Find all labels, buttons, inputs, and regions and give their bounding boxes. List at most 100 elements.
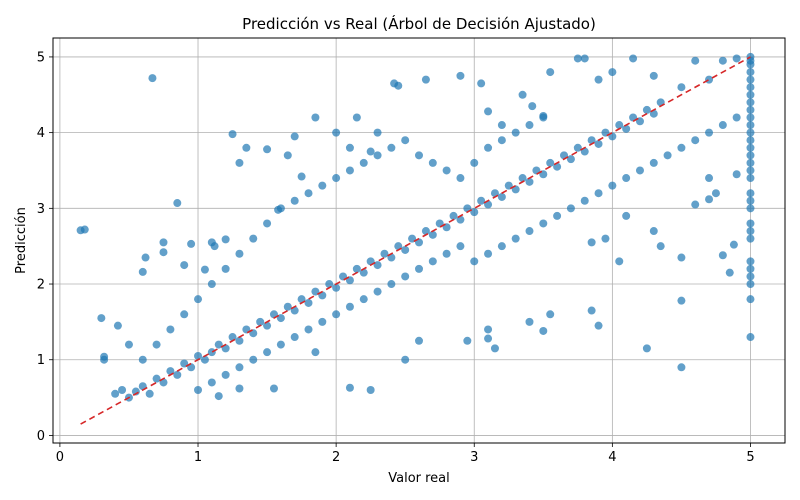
scatter-point: [428, 158, 437, 167]
scatter-point: [228, 130, 237, 139]
scatter-point: [705, 195, 714, 204]
scatter-point: [200, 355, 209, 364]
scatter-point: [732, 54, 741, 63]
scatter-point: [746, 113, 755, 122]
scatter-point: [746, 196, 755, 205]
scatter-point: [401, 355, 410, 364]
scatter-point: [442, 166, 451, 175]
x-tick-label: 0: [56, 450, 64, 465]
scatter-point: [421, 227, 430, 236]
data-points: [76, 52, 755, 402]
scatter-point: [601, 234, 610, 243]
scatter-point: [539, 326, 548, 335]
scatter-point: [746, 128, 755, 137]
scatter-point: [746, 219, 755, 228]
scatter-point: [228, 333, 237, 342]
scatter-point: [518, 90, 527, 99]
scatter-point: [332, 283, 341, 292]
scatter-point: [297, 172, 306, 181]
scatter-point: [677, 296, 686, 305]
scatter-point: [221, 264, 230, 273]
scatter-point: [159, 238, 168, 247]
scatter-point: [415, 336, 423, 345]
scatter-point: [594, 321, 603, 330]
scatter-point: [608, 181, 617, 190]
scatter-point: [145, 389, 154, 398]
scatter-point: [615, 257, 624, 266]
scatter-point: [477, 79, 486, 88]
x-tick-label: 1: [194, 450, 202, 465]
scatter-point: [263, 348, 272, 357]
scatter-point: [490, 344, 499, 353]
scatter-point: [235, 249, 244, 258]
scatter-point: [511, 128, 520, 137]
scatter-point: [304, 325, 313, 334]
scatter-point: [746, 227, 755, 236]
y-tick-label: 1: [37, 353, 45, 368]
scatter-point: [732, 170, 741, 179]
scatter-point: [428, 230, 437, 239]
scatter-point: [580, 196, 589, 205]
scatter-point: [470, 257, 479, 266]
scatter-point: [746, 257, 755, 266]
scatter-point: [656, 242, 665, 251]
scatter-point: [207, 280, 216, 289]
y-tick-label: 5: [37, 50, 45, 65]
chart-title: Predicción vs Real (Árbol de Decisión Aj…: [242, 14, 596, 33]
scatter-point: [718, 251, 727, 260]
scatter-point: [718, 56, 727, 65]
scatter-point: [194, 295, 203, 304]
scatter-point: [290, 196, 299, 205]
x-tick-label: 5: [746, 450, 754, 465]
scatter-point: [587, 306, 596, 315]
scatter-point: [477, 196, 486, 205]
scatter-point: [677, 83, 686, 92]
scatter-point: [318, 317, 327, 326]
scatter-point: [746, 295, 755, 304]
scatter-point: [345, 383, 354, 392]
scatter-point: [746, 264, 755, 273]
scatter-point: [746, 143, 755, 152]
scatter-point: [456, 174, 465, 183]
scatter-point: [311, 348, 320, 357]
scatter-point: [725, 268, 734, 277]
scatter-point: [573, 54, 582, 63]
y-axis-label: Predicción: [14, 207, 29, 274]
scatter-point: [276, 204, 285, 213]
scatter-point: [352, 113, 361, 122]
y-tick-label: 0: [37, 429, 45, 444]
scatter-point: [642, 105, 651, 114]
scatter-point: [484, 143, 493, 152]
scatter-point: [497, 121, 506, 130]
scatter-point: [332, 310, 341, 319]
scatter-point: [80, 225, 89, 234]
scatter-point: [594, 139, 603, 148]
scatter-point: [311, 113, 320, 122]
y-tick-label: 3: [37, 202, 45, 217]
scatter-point: [746, 204, 755, 213]
scatter-point: [421, 75, 430, 84]
scatter-point: [463, 336, 472, 345]
scatter-point: [497, 192, 506, 201]
scatter-point: [497, 242, 506, 251]
scatter-point: [283, 302, 292, 311]
scatter-point: [642, 344, 651, 353]
scatter-point: [173, 199, 182, 208]
scatter-point: [705, 128, 714, 137]
scatter-point: [546, 68, 555, 77]
scatter-point: [470, 208, 479, 217]
scatter-point: [546, 158, 555, 167]
scatter-point: [649, 227, 658, 236]
scatter-point: [187, 239, 196, 248]
scatter-point: [401, 272, 410, 281]
scatter-point: [484, 249, 493, 258]
scatter-point: [566, 155, 575, 164]
scatter-point: [194, 351, 203, 360]
scatter-point: [100, 352, 109, 361]
scatter-point: [345, 166, 354, 175]
y-tick-label: 2: [37, 278, 45, 293]
scatter-point: [594, 75, 603, 84]
scatter-point: [580, 54, 589, 63]
scatter-point: [539, 219, 548, 228]
scatter-point: [428, 257, 437, 266]
